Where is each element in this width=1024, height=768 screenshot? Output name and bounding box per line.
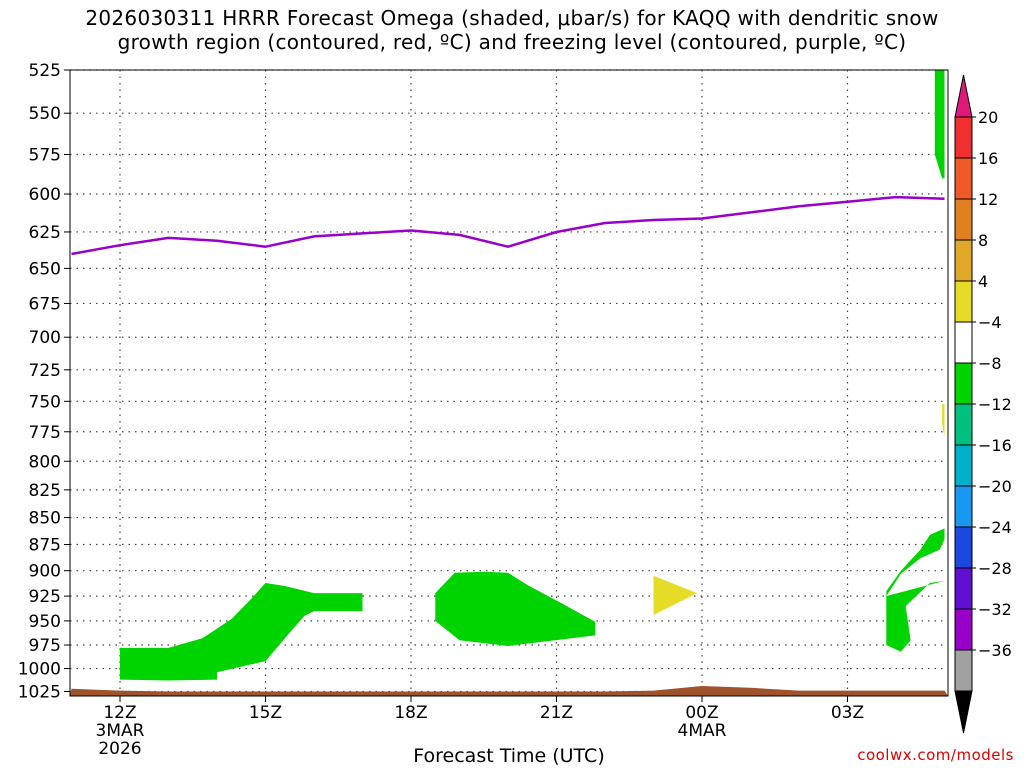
x-tick-sublabel: 2026 xyxy=(98,739,141,759)
colorbar-label: −4 xyxy=(978,313,1002,332)
y-axis: 525 550 575 600 625 650 675 700 725 750 775 800 825 8… xyxy=(18,61,70,702)
y-tick-label: 775 xyxy=(29,423,61,443)
y-tick-label: 875 xyxy=(29,536,61,556)
colorbar-swatch xyxy=(954,444,973,487)
y-tick-label: 575 xyxy=(29,146,61,166)
terrain-layer xyxy=(70,686,948,696)
colorbar-label: −12 xyxy=(978,395,1012,414)
x-tick-label: 03Z xyxy=(831,703,864,723)
y-tick-label: 950 xyxy=(29,612,61,632)
colorbar-swatch xyxy=(954,649,973,692)
colorbar-swatch xyxy=(954,239,973,282)
omega-region xyxy=(942,403,945,438)
x-tick-label: 12Z xyxy=(103,703,136,723)
colorbar-label: −24 xyxy=(978,518,1012,537)
y-tick-label: 650 xyxy=(29,259,61,279)
colorbar-label: −16 xyxy=(978,436,1012,455)
omega-region xyxy=(653,575,698,615)
colorbar-label: 20 xyxy=(978,108,998,127)
colorbar-label: −36 xyxy=(978,641,1012,660)
colorbar-label: 12 xyxy=(978,190,998,209)
plot-frame xyxy=(69,69,949,697)
gridlines xyxy=(70,69,948,696)
colorbar-swatch xyxy=(954,608,973,651)
x-tick-label: 18Z xyxy=(394,703,427,723)
colorbar-bottom-arrow xyxy=(954,690,973,734)
chart-title-line2: growth region (contoured, red, ºC) and f… xyxy=(117,30,907,54)
y-tick-label: 975 xyxy=(29,636,61,656)
colorbar-label: 8 xyxy=(978,231,988,250)
freezing-level-layer xyxy=(71,195,945,256)
x-tick-label: 15Z xyxy=(249,703,282,723)
colorbar-swatch xyxy=(954,567,973,610)
colorbar-swatch xyxy=(954,526,973,569)
colorbar-swatch xyxy=(954,403,973,446)
colorbar-label: −8 xyxy=(978,354,1002,373)
omega-region xyxy=(886,528,945,652)
y-tick-label: 700 xyxy=(29,328,61,348)
colorbar-swatch xyxy=(954,321,973,364)
y-tick-label: 850 xyxy=(29,509,61,529)
omega-region xyxy=(120,583,363,681)
x-tick-label: 00Z xyxy=(685,703,718,723)
terrain-fill xyxy=(70,686,948,696)
chart-title: 2026030311 HRRR Forecast Omega (shaded, … xyxy=(0,6,1024,54)
colorbar-top-arrow xyxy=(954,74,973,118)
colorbar-swatch xyxy=(954,280,973,323)
y-tick-label: 1025 xyxy=(18,682,61,702)
y-tick-label: 900 xyxy=(29,562,61,582)
x-tick-label: 21Z xyxy=(540,703,573,723)
y-tick-label: 600 xyxy=(29,185,61,205)
y-tick-label: 825 xyxy=(29,481,61,501)
y-tick-label: 800 xyxy=(29,452,61,472)
y-tick-label: 725 xyxy=(29,361,61,381)
colorbar-label: 16 xyxy=(978,149,998,168)
colorbar-swatch xyxy=(954,116,973,159)
colorbar-label: −20 xyxy=(978,477,1012,496)
y-tick-label: 675 xyxy=(29,294,61,314)
colorbar-swatch xyxy=(954,198,973,241)
omega-region xyxy=(929,70,945,179)
colorbar-swatch xyxy=(954,157,973,200)
colorbar-label: −28 xyxy=(978,559,1012,578)
x-tick-sublabel: 3MAR xyxy=(96,721,145,741)
omega-shading xyxy=(120,70,945,681)
chart-title-line1: 2026030311 HRRR Forecast Omega (shaded, … xyxy=(85,6,939,30)
colorbar: 20 16 12 8 4 −4 −8 −12 −16 −20 −24 −28 −32 −36 xyxy=(954,74,1012,734)
colorbar-swatch xyxy=(954,485,973,528)
omega-region xyxy=(435,571,596,646)
y-tick-label: 550 xyxy=(29,104,61,124)
y-tick-label: 625 xyxy=(29,223,61,243)
x-axis-title: Forecast Time (UTC) xyxy=(413,745,604,767)
y-tick-label: 1000 xyxy=(18,660,61,680)
y-tick-label: 750 xyxy=(29,392,61,412)
colorbar-swatch xyxy=(954,362,973,405)
freezing-level-line xyxy=(71,195,945,256)
y-tick-label: 525 xyxy=(29,61,61,81)
colorbar-label: 4 xyxy=(978,272,988,291)
colorbar-label: −32 xyxy=(978,600,1012,619)
y-tick-label: 925 xyxy=(29,587,61,607)
credit-text: coolwx.com/models xyxy=(857,746,1014,764)
x-tick-sublabel: 4MAR xyxy=(678,721,727,741)
